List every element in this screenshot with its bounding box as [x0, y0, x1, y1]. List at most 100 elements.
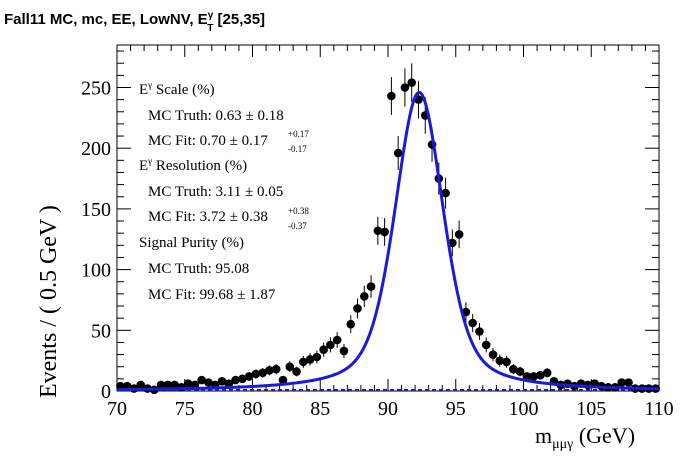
x-tick-label: 80 [243, 398, 263, 420]
data-marker [393, 148, 403, 158]
data-marker [339, 346, 349, 356]
data-marker [238, 374, 247, 384]
y-tick-label: 100 [81, 260, 111, 282]
data-marker [475, 327, 484, 336]
data-point [271, 364, 281, 375]
data-marker [217, 376, 227, 386]
data-marker [617, 378, 627, 387]
data-marker [292, 367, 301, 376]
y-tick-label: 250 [81, 77, 111, 99]
resolution-truth: MC Truth: 3.11 ± 0.05 [148, 184, 283, 200]
data-point [624, 378, 633, 387]
data-point [387, 77, 396, 115]
y-tick-label: 50 [91, 320, 111, 342]
data-point [468, 313, 477, 333]
y-tick-label: 200 [81, 138, 111, 160]
data-marker [136, 380, 146, 390]
data-point [393, 136, 403, 171]
data-point [339, 344, 349, 358]
data-point [332, 332, 342, 348]
data-point [238, 374, 247, 384]
data-point [475, 323, 484, 341]
data-point [380, 218, 389, 246]
signal-fit-curve [116, 90, 660, 392]
data-marker [258, 368, 267, 378]
data-point [542, 368, 552, 378]
data-point [502, 355, 511, 368]
data-marker [624, 378, 633, 387]
scale-fit-upper-error: +0.17 [288, 129, 309, 139]
data-point [305, 353, 315, 366]
data-point [217, 376, 227, 386]
data-marker [481, 340, 491, 350]
x-tick-label: 75 [175, 398, 195, 420]
data-marker [204, 378, 213, 387]
data-marker [522, 372, 532, 381]
data-marker [454, 230, 464, 239]
data-marker [515, 367, 525, 376]
y-tick-label: 150 [81, 199, 111, 221]
data-marker [373, 226, 383, 236]
data-point [224, 379, 234, 389]
x-tick-label: 100 [509, 398, 539, 420]
data-point [509, 364, 518, 375]
data-point [359, 285, 369, 307]
purity-truth: MC Truth: 95.08 [148, 261, 249, 277]
data-marker [278, 375, 288, 385]
x-tick-label: 70 [107, 398, 127, 420]
data-marker [170, 380, 179, 390]
data-point [319, 342, 328, 357]
data-marker [271, 364, 281, 374]
data-marker [488, 350, 498, 359]
purity-heading: Signal Purity (%) [139, 235, 244, 251]
data-marker [305, 355, 315, 364]
data-point [136, 380, 146, 390]
data-point [170, 380, 179, 390]
scale-heading: Eγ Scale (%) [139, 80, 215, 98]
data-point [353, 298, 362, 319]
data-point [515, 366, 525, 377]
scale-truth: MC Truth: 0.63 ± 0.18 [148, 108, 284, 124]
resolution-fit-lower-error: -0.37 [288, 221, 307, 231]
data-point [529, 372, 538, 381]
resolution-fit: MC Fit: 3.72 ± 0.38 [148, 209, 268, 225]
data-marker [502, 357, 511, 367]
data-marker [536, 370, 545, 380]
data-point [481, 337, 491, 353]
data-marker [359, 292, 369, 301]
data-point [278, 375, 288, 385]
data-point [292, 366, 301, 377]
data-marker [265, 366, 274, 375]
data-marker [468, 318, 477, 328]
data-marker [312, 352, 322, 362]
data-point [231, 375, 240, 385]
data-marker [319, 345, 328, 355]
data-point [156, 380, 166, 390]
scale-fit-lower-error: -0.17 [288, 144, 307, 154]
data-point [326, 337, 335, 353]
data-point [197, 375, 206, 385]
data-marker [407, 78, 417, 87]
data-marker [183, 379, 193, 389]
data-marker [244, 372, 254, 381]
data-point [407, 63, 417, 102]
data-marker [163, 380, 173, 390]
data-marker [495, 356, 505, 365]
data-point [204, 378, 213, 387]
purity-fit: MC Fit: 99.68 ± 1.87 [148, 287, 276, 303]
data-point [373, 216, 383, 245]
data-point [617, 378, 627, 387]
data-marker [509, 364, 518, 374]
data-point [183, 379, 193, 389]
data-point [251, 369, 261, 379]
data-point [400, 68, 410, 107]
data-point [346, 315, 356, 334]
data-point [454, 220, 464, 249]
x-tick-label: 95 [446, 398, 466, 420]
scale-fit: MC Fit: 0.70 ± 0.17 [148, 133, 268, 149]
data-marker [387, 91, 396, 101]
data-marker [299, 357, 308, 367]
data-marker [197, 375, 206, 385]
y-tick-label: 0 [101, 381, 111, 403]
